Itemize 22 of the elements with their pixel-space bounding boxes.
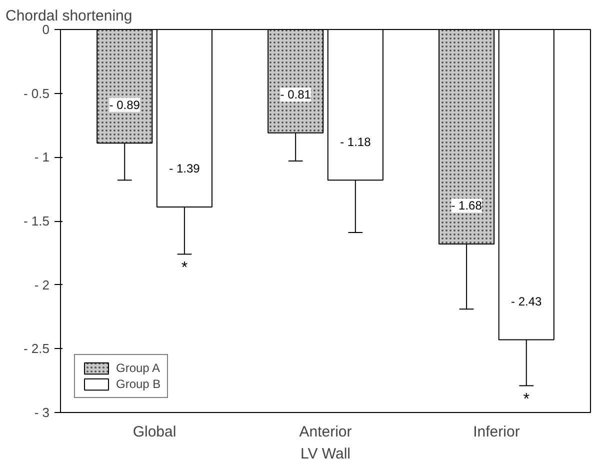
data-label: - 0.81 (280, 88, 312, 102)
data-label: - 1.18 (340, 134, 372, 149)
legend-label: Group A (116, 361, 160, 375)
x-tick-label: Inferior (473, 424, 520, 440)
y-tick-label: - 1 (34, 150, 50, 165)
data-label: - 1.39 (169, 162, 200, 176)
data-label: - 1.68 (451, 198, 482, 213)
x-tick-label: Anterior (299, 424, 352, 440)
y-tick-label: - 0.5 (23, 86, 50, 101)
legend-label: Group B (116, 377, 161, 391)
x-axis-title: LV Wall (300, 446, 351, 462)
y-axis-title: Chordal shortening (6, 8, 132, 24)
y-tick-label: - 1.5 (23, 214, 50, 228)
y-tick-label: - 3 (34, 405, 50, 420)
y-tick-label: - 2 (34, 277, 50, 292)
x-tick-label: Global (132, 424, 176, 440)
y-tick-label: - 2.5 (23, 341, 50, 356)
data-label: - 0.89 (109, 98, 140, 112)
annotation: * (523, 390, 530, 408)
data-label: - 2.43 (511, 294, 542, 308)
y-tick-label: 0 (42, 22, 50, 37)
annotation: * (181, 259, 188, 276)
